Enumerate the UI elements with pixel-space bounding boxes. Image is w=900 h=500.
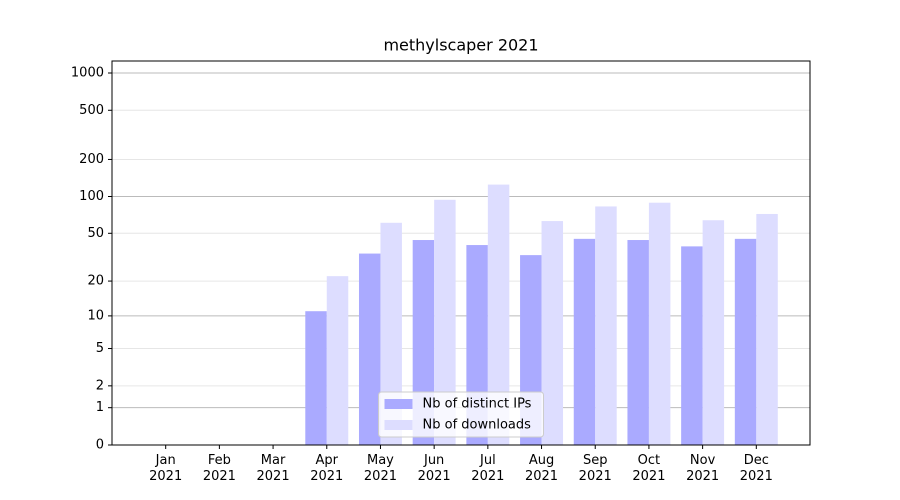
bar [681,246,703,445]
x-tick-label: Apr 2021 [310,453,344,484]
y-tick-label: 2 [96,378,104,393]
bar [487,184,510,446]
bar [648,202,671,445]
bar [627,240,649,445]
x-tick-label: Jun 2021 [417,453,451,484]
bar [380,222,402,445]
x-tick-label: May 2021 [363,453,397,484]
x-tick-label: Aug 2021 [524,453,559,484]
legend-label: Nb of distinct IPs [423,397,532,412]
legend-swatch [384,399,413,409]
x-tick-label: Sep 2021 [578,453,612,484]
y-tick-label: 50 [87,226,104,241]
bar [541,221,564,445]
bar [734,238,757,445]
x-tick-label: Oct 2021 [632,453,666,484]
bar [326,276,349,445]
bar [702,220,725,445]
y-tick-label: 500 [79,103,104,118]
bar [305,311,327,445]
y-tick-label: 10 [87,308,104,323]
plot-frame [111,60,811,446]
y-tick-label: 1 [96,400,104,415]
bar [595,206,617,445]
y-tick-label: 20 [87,274,104,289]
x-tick-label: Feb 2021 [202,453,236,484]
x-tick-label: Jul 2021 [471,453,505,484]
x-tick-label: Jan 2021 [149,453,183,484]
bar [358,253,381,445]
bar [434,199,456,445]
bar [573,238,596,445]
x-tick-label: Dec 2021 [739,453,773,484]
legend-label: Nb of downloads [423,418,532,433]
y-tick-label: 5 [96,341,104,356]
y-tick-label: 0 [96,438,104,453]
chart-title: methylscaper 2021 [383,36,538,55]
x-tick-label: Nov 2021 [686,453,720,484]
y-tick-label: 200 [79,152,104,167]
y-tick-label: 100 [79,189,104,204]
legend-box [378,391,544,438]
y-tick-label: 1000 [71,66,104,81]
x-tick-label: Mar 2021 [256,453,290,484]
bar [756,213,778,445]
legend-swatch [384,420,413,430]
